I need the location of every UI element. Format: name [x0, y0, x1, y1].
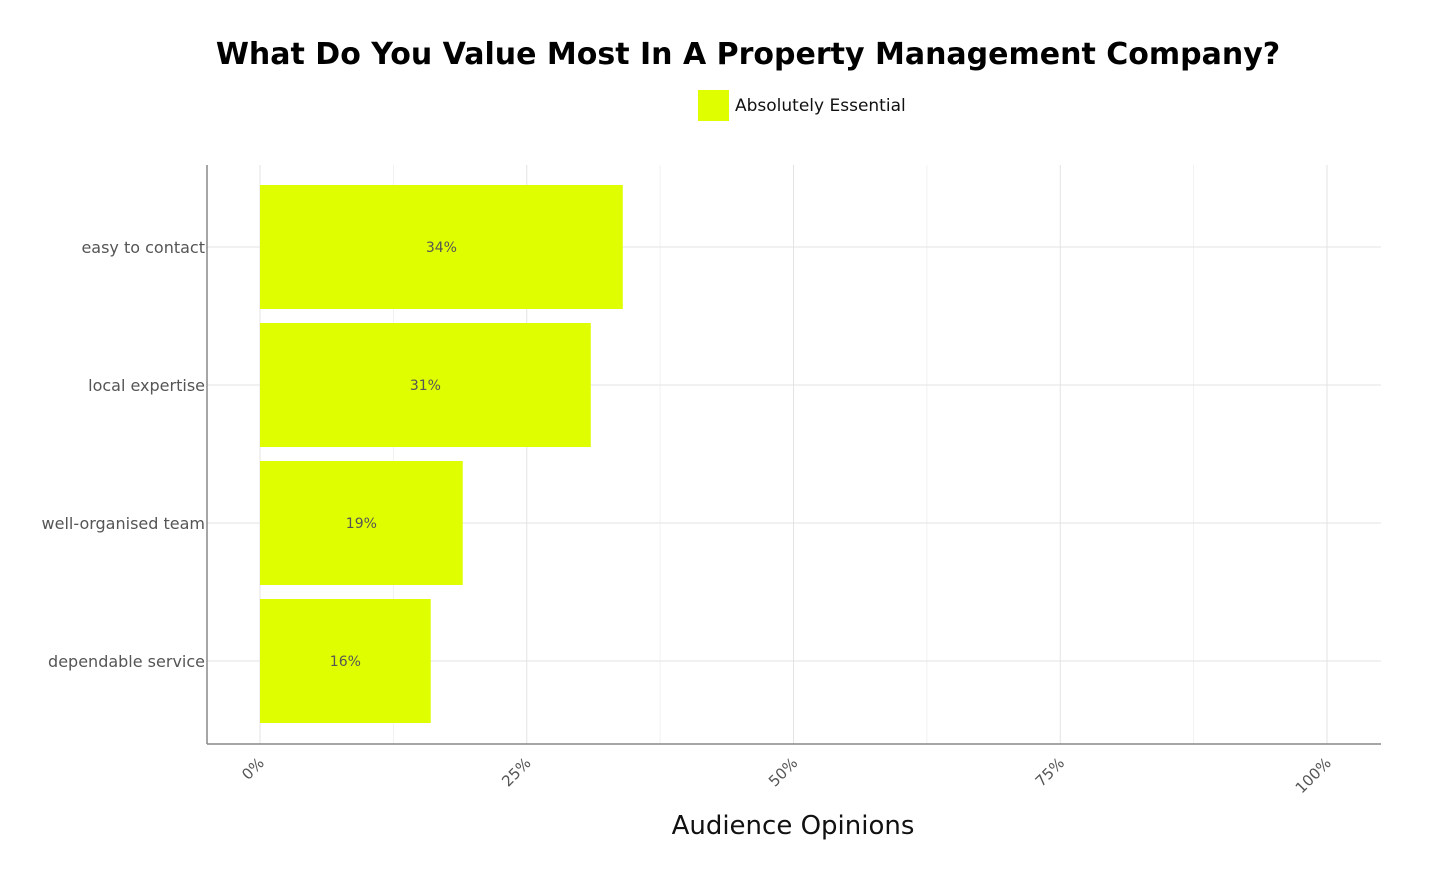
- bar: [260, 461, 463, 585]
- bar: [260, 185, 623, 309]
- x-tick-label: 50%: [765, 754, 801, 790]
- x-tick-label: 75%: [1032, 754, 1068, 790]
- x-tick-labels: 0% 25% 50% 75% 100%: [238, 754, 1335, 797]
- bars: 34% 31% 19% 16%: [260, 185, 623, 723]
- category-label: local expertise: [88, 376, 205, 395]
- legend: Absolutely Essential: [698, 90, 906, 121]
- category-label: easy to contact: [81, 238, 205, 257]
- bar-data-label: 31%: [410, 378, 441, 394]
- legend-label: Absolutely Essential: [735, 96, 906, 116]
- x-tick-label: 0%: [238, 754, 268, 784]
- bar: [260, 323, 591, 447]
- chart-title: What Do You Value Most In A Property Man…: [216, 37, 1280, 72]
- x-tick-label: 100%: [1292, 754, 1335, 797]
- bar-data-label: 16%: [330, 654, 361, 670]
- category-label: dependable service: [48, 652, 205, 671]
- bar-data-label: 34%: [426, 240, 457, 256]
- bar-data-label: 19%: [346, 516, 377, 532]
- x-axis-label: Audience Opinions: [672, 811, 915, 841]
- x-tick-label: 25%: [498, 754, 534, 790]
- category-labels: easy to contact local expertise well-organ…: [42, 238, 205, 671]
- category-label: well-organised team: [42, 514, 205, 533]
- bar: [260, 599, 431, 723]
- legend-swatch: [698, 90, 729, 121]
